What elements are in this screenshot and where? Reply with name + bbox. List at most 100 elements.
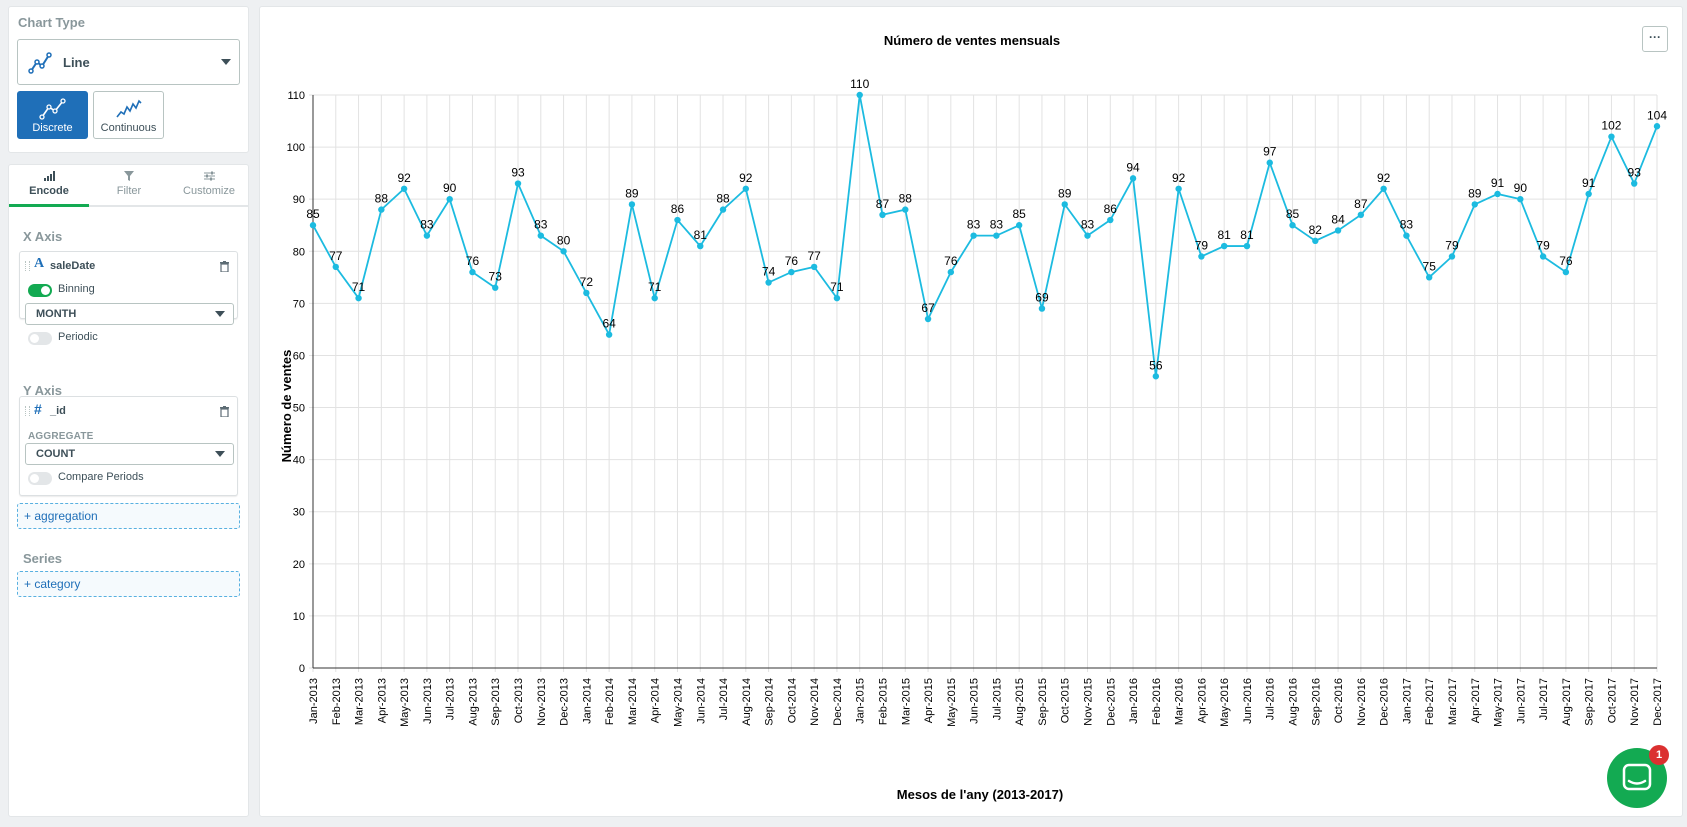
data-point (1585, 190, 1592, 198)
data-label: 64 (602, 317, 616, 331)
data-label: 91 (1491, 176, 1505, 190)
data-point (1357, 211, 1365, 219)
compare-periods-label: Compare Periods (58, 471, 144, 483)
y-tick-label: 50 (293, 403, 305, 415)
data-label: 92 (1172, 171, 1186, 185)
line-chart-icon (28, 51, 52, 78)
encode-panel: Encode Filter Customize X Axis A saleDat… (8, 164, 249, 817)
trash-icon[interactable] (220, 259, 229, 277)
x-tick-label: Jun-2014 (695, 678, 707, 724)
data-point (1608, 133, 1615, 140)
data-label: 104 (1647, 108, 1667, 122)
sliders-icon (169, 171, 249, 185)
data-point (1494, 190, 1501, 198)
x-tick-label: Dec-2014 (832, 678, 844, 726)
data-label: 85 (1286, 207, 1300, 221)
data-label: 56 (1149, 358, 1163, 372)
data-point (993, 232, 1000, 239)
x-axis-field-card[interactable]: A saleDate Binning MONTH Periodic (19, 251, 238, 345)
tab-filter[interactable]: Filter (89, 165, 169, 205)
data-label: 84 (1331, 212, 1345, 226)
x-tick-label: Jan-2017 (1401, 678, 1413, 724)
x-tick-label: Mar-2017 (1447, 678, 1459, 725)
continuous-mode-button[interactable]: Continuous (93, 91, 164, 139)
x-tick-label: Aug-2016 (1288, 678, 1300, 726)
series-line (312, 94, 1658, 377)
more-options-button[interactable]: ··· (1642, 26, 1668, 52)
x-tick-label: Apr-2016 (1196, 678, 1208, 723)
chevron-down-icon (215, 311, 225, 317)
y-tick-label: 110 (287, 90, 305, 102)
y-tick-label: 90 (293, 194, 305, 206)
drag-handle-icon[interactable] (25, 406, 30, 416)
y-tick-label: 60 (293, 350, 305, 362)
data-label: 90 (1514, 181, 1528, 195)
data-point (583, 289, 590, 297)
tab-customize[interactable]: Customize (169, 165, 249, 205)
data-label: 86 (1104, 202, 1118, 216)
data-point (332, 263, 339, 271)
trash-icon[interactable] (220, 404, 229, 422)
data-label: 76 (466, 254, 480, 268)
y-tick-label: 10 (293, 611, 305, 623)
aggregate-dropdown[interactable]: COUNT (25, 443, 234, 465)
data-label: 79 (1536, 238, 1550, 252)
chat-icon (1622, 763, 1652, 791)
data-label: 83 (420, 218, 434, 232)
drag-handle-icon[interactable] (25, 261, 30, 271)
data-label: 71 (648, 280, 662, 294)
x-tick-label: Jul-2017 (1538, 678, 1550, 720)
bin-unit-dropdown[interactable]: MONTH (25, 303, 234, 325)
data-point (355, 294, 362, 302)
chart-type-label: Chart Type (18, 15, 85, 30)
data-label: 83 (967, 218, 981, 232)
x-tick-label: Aug-2013 (467, 678, 479, 726)
x-tick-label: Jun-2013 (422, 678, 434, 724)
add-category-dropzone[interactable]: + category (17, 571, 240, 597)
data-point (902, 206, 909, 213)
discrete-mode-button[interactable]: Discrete (17, 91, 88, 139)
discrete-line-icon (38, 98, 66, 120)
x-tick-label: Nov-2017 (1629, 678, 1641, 726)
x-tick-label: Jun-2016 (1242, 678, 1254, 724)
chevron-down-icon (215, 451, 225, 457)
add-aggregation-dropzone[interactable]: + aggregation (17, 503, 240, 529)
data-point (1403, 232, 1410, 239)
x-tick-label: Jan-2013 (308, 678, 320, 724)
y-axis-label: Y Axis (23, 383, 63, 398)
x-tick-label: May-2015 (946, 678, 958, 727)
bars-icon (9, 171, 89, 185)
data-point (469, 268, 476, 276)
x-tick-label: Jun-2017 (1515, 678, 1527, 724)
data-point (765, 279, 772, 286)
data-point (560, 248, 567, 255)
x-tick-label: May-2017 (1493, 678, 1505, 727)
x-tick-label: May-2013 (399, 678, 411, 727)
y-tick-label: 30 (293, 507, 305, 519)
data-label: 89 (1468, 186, 1482, 200)
x-tick-label: Sep-2013 (490, 678, 502, 726)
x-tick-label: Mar-2015 (900, 678, 912, 725)
data-point (1289, 222, 1296, 229)
x-tick-label: Oct-2014 (786, 678, 798, 723)
x-tick-label: Nov-2014 (809, 678, 821, 726)
chart-title: Número de ventes mensuals (883, 33, 1061, 48)
data-label: 93 (511, 166, 525, 180)
data-label: 92 (739, 171, 753, 185)
data-point (1015, 222, 1023, 229)
x-tick-label: Apr-2015 (923, 678, 935, 723)
x-tick-label: Feb-2015 (877, 678, 889, 725)
x-tick-label: Feb-2013 (331, 678, 343, 725)
chart-type-dropdown[interactable]: Line (17, 39, 240, 85)
data-point (924, 315, 932, 323)
periodic-toggle[interactable] (28, 332, 52, 345)
data-point (1129, 175, 1137, 182)
tab-encode[interactable]: Encode (9, 165, 89, 207)
compare-periods-toggle[interactable] (28, 472, 52, 485)
data-point (1061, 201, 1068, 208)
data-point (1631, 180, 1638, 187)
y-axis-field-card[interactable]: # _id AGGREGATE COUNT Compare Periods (19, 396, 238, 496)
binning-toggle[interactable] (28, 284, 52, 297)
x-tick-label: Mar-2016 (1174, 678, 1186, 725)
notification-badge: 1 (1649, 745, 1669, 765)
